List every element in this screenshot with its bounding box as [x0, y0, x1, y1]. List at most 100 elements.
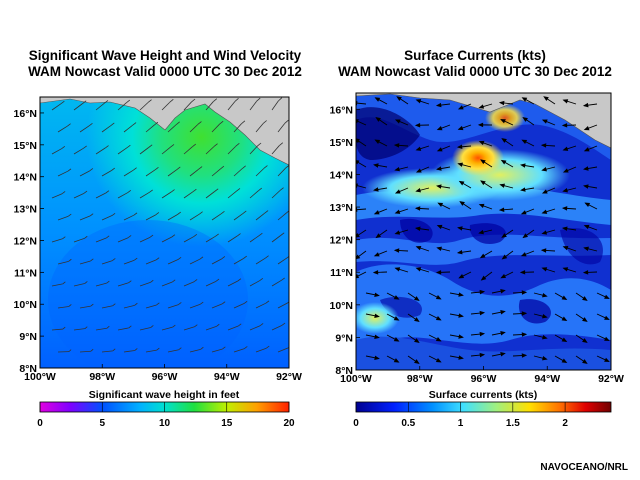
wind-barb: [73, 103, 84, 111]
current-arrow-head: [582, 102, 589, 108]
wind-barb-flag: [84, 281, 88, 284]
current-arrow-head: [479, 253, 486, 259]
wind-barb: [57, 170, 69, 177]
wind-barb: [117, 237, 129, 243]
current-arrow-head: [479, 352, 486, 358]
current-arrow-head: [393, 143, 400, 148]
wind-barb-flag: [178, 302, 182, 305]
wind-barb: [211, 303, 223, 309]
current-arrow-head: [521, 97, 528, 102]
current-arrow-head: [561, 123, 568, 128]
wind-barb: [117, 327, 129, 331]
wave-map-lat-labels: 16°N 15°N 14°N 13°N 12°N 11°N 10°N 9°N 8°N: [14, 108, 44, 375]
wind-barb-flag: [243, 300, 248, 304]
wind-barb-flag: [68, 304, 72, 307]
current-arrow-head: [561, 358, 568, 364]
wind-barb: [271, 190, 281, 199]
current-slack-east: [560, 228, 603, 265]
current-arrow-head: [561, 316, 568, 322]
wind-barb-flag: [106, 235, 110, 239]
wind-barb-flag: [172, 324, 176, 328]
wind-barb: [249, 325, 261, 331]
current-arrow-head: [562, 187, 568, 193]
wind-barb-flag: [177, 211, 181, 215]
current-arrow-head: [435, 316, 442, 321]
wind-barb: [139, 327, 151, 331]
current-arrow-head: [414, 359, 420, 364]
wave-cb-tick-label: 15: [221, 418, 233, 429]
wind-barb: [227, 235, 238, 243]
wind-barb: [51, 238, 63, 243]
current-arrow-shaft: [356, 208, 367, 211]
wind-barb-flag: [265, 255, 269, 259]
current-arrow-head: [396, 96, 402, 101]
wind-barb: [73, 147, 84, 155]
wind-barb: [95, 102, 105, 111]
current-arrow-head: [500, 331, 506, 336]
wind-barb-flag: [68, 213, 72, 217]
wind-barb-flag: [215, 233, 219, 237]
current-arrow-head: [459, 201, 465, 206]
wind-barb-flag: [90, 258, 94, 262]
wind-barb-flag: [106, 325, 110, 329]
wind-barb: [255, 123, 264, 133]
wind-barb-flag: [214, 188, 219, 192]
current-map-lat-labels: 16°N 15°N 14°N 13°N 12°N 11°N 10°N 9°N 8°N: [330, 104, 360, 377]
current-arrow-head: [583, 126, 590, 131]
current-arrow-head: [394, 209, 401, 214]
wind-barb: [95, 327, 107, 331]
wind-barb: [139, 147, 150, 155]
wind-barb: [249, 235, 260, 243]
current-arrow-head: [375, 117, 381, 122]
wind-barb-flag: [192, 143, 197, 148]
current-lat-label: 13°N: [330, 202, 353, 214]
current-arrow-head: [437, 202, 444, 208]
current-arrow-head: [373, 163, 379, 168]
current-arrow-head: [374, 313, 380, 318]
wind-barb: [123, 169, 134, 177]
current-arrow-head: [415, 245, 422, 251]
wave-field-lowband: [48, 220, 248, 368]
wind-barb-flag: [175, 121, 180, 125]
wave-title-line2: WAM Nowcast Valid 0000 UTC 30 Dec 2012: [28, 64, 302, 79]
wind-barb: [167, 259, 179, 265]
wind-barb-flag: [90, 348, 94, 352]
wind-barb: [249, 100, 257, 111]
current-arrow-head: [456, 250, 463, 255]
wind-barb: [211, 168, 221, 177]
wind-barb-flag: [149, 234, 154, 238]
wind-barb: [145, 259, 157, 265]
land-mexico-right: [356, 93, 611, 149]
current-arrow-head: [500, 119, 506, 124]
wind-barb-flag: [266, 345, 270, 349]
wind-barb: [161, 101, 171, 111]
wind-barb-flag: [150, 279, 154, 283]
wind-barb: [139, 282, 151, 287]
wave-title-line1: Significant Wave Height and Wind Velocit…: [28, 48, 302, 63]
wind-barb-flag: [88, 123, 93, 127]
wind-barb-flag: [111, 167, 115, 171]
wind-barb-flag: [150, 325, 154, 328]
current-arrow-head: [435, 337, 442, 342]
current-arrow-head: [480, 275, 487, 281]
current-band-bottom: [356, 336, 611, 370]
current-arrow-head: [561, 337, 568, 343]
wind-barb: [271, 145, 280, 155]
wind-barb: [101, 125, 112, 133]
wind-barb: [183, 326, 195, 331]
wind-barb-flag: [154, 121, 159, 126]
current-arrow-head: [501, 254, 508, 260]
wind-barb-flag: [216, 323, 220, 327]
current-title-line2: WAM Nowcast Valid 0000 UTC 30 Dec 2012: [338, 64, 612, 79]
wind-barb: [95, 192, 106, 199]
wind-barb: [189, 124, 199, 133]
wind-barb-flag: [89, 213, 94, 217]
wind-barb: [211, 213, 222, 221]
wave-lon-label: 100°W: [24, 371, 56, 383]
wind-barb: [139, 102, 149, 111]
wind-barb-flag: [221, 256, 226, 260]
wind-barb-flag: [90, 303, 94, 307]
wave-lat-label: 8°N: [19, 363, 37, 375]
wind-barb: [211, 348, 223, 353]
current-arrow-head: [415, 168, 422, 173]
